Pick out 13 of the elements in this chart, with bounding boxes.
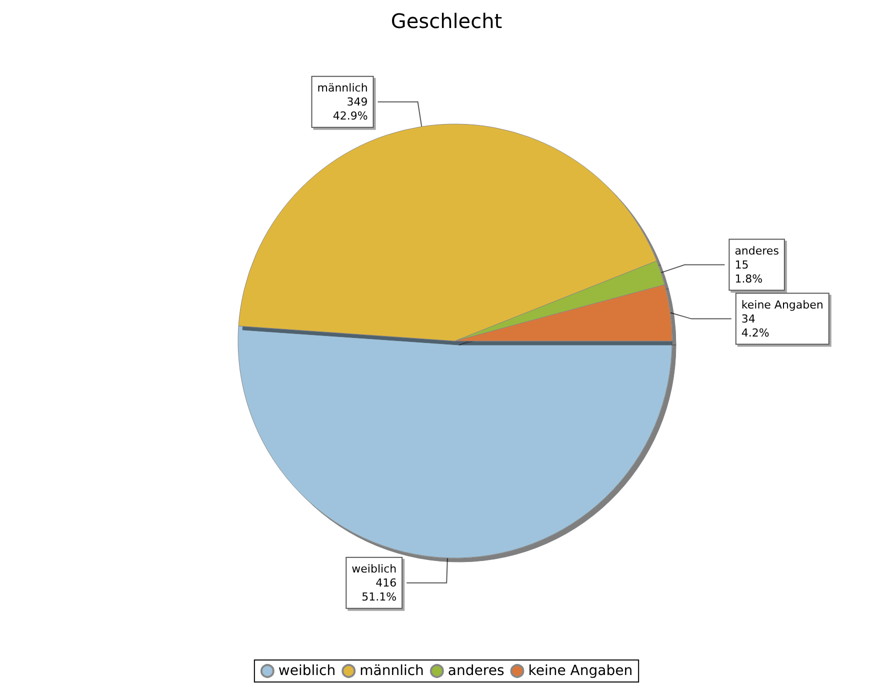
chart-title: Geschlecht <box>390 9 502 33</box>
legend-label: anderes <box>448 663 504 679</box>
legend-label: männlich <box>360 663 424 679</box>
data-label: 34 4.2% <box>741 312 770 340</box>
slice-label: weiblich <box>352 562 397 576</box>
data-label: 349 42.9% <box>332 95 368 122</box>
data-label: 416 51.1% <box>362 576 397 604</box>
slice-label: männlich <box>317 81 368 94</box>
legend-label: weiblich <box>278 663 336 679</box>
slice-label: anderes <box>734 244 780 258</box>
data-label: 15 1.8% <box>734 258 763 286</box>
slice-label: keine Angaben <box>741 298 824 312</box>
legend-label: keine Angaben <box>528 663 633 679</box>
